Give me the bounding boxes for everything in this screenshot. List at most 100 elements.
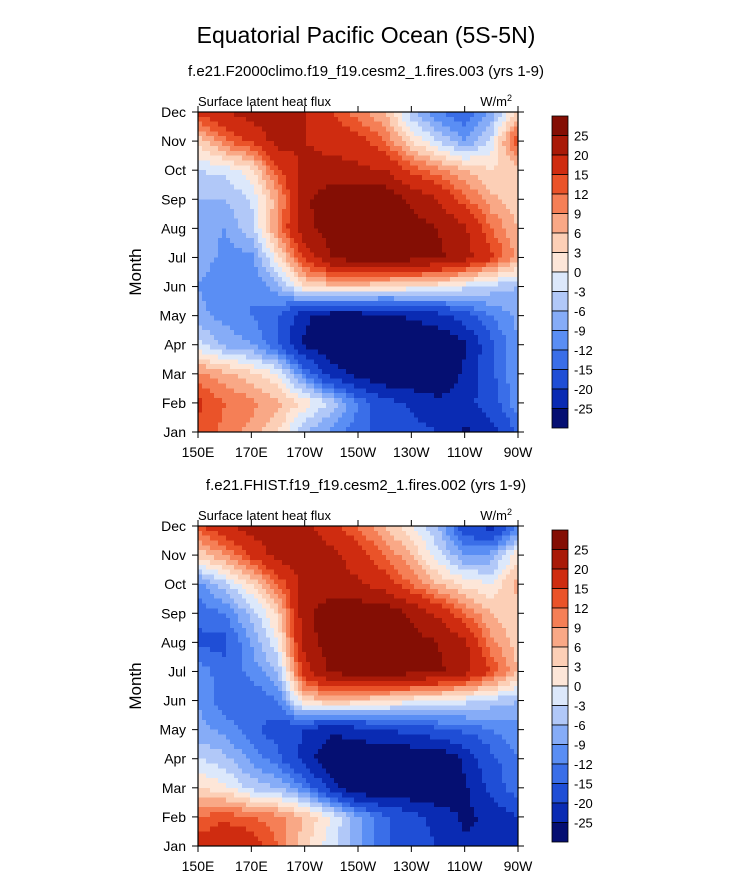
heatmap-cell <box>218 301 223 307</box>
heatmap-cell <box>366 170 371 176</box>
heatmap-cell <box>398 378 403 385</box>
heatmap-cell <box>426 228 431 234</box>
heatmap-cell <box>246 179 251 186</box>
heatmap-cell <box>346 121 351 128</box>
heatmap-cell <box>490 179 495 186</box>
heatmap-cell <box>314 204 319 210</box>
heatmap-cell <box>326 213 331 220</box>
heatmap-cell <box>358 160 363 166</box>
heatmap-cell <box>202 301 207 307</box>
heatmap-cell <box>322 170 327 176</box>
heatmap-cell <box>486 383 491 389</box>
heatmap-cell <box>282 165 287 171</box>
heatmap-cell <box>506 204 511 210</box>
heatmap-cell <box>214 330 219 336</box>
heatmap-cell <box>358 359 363 365</box>
heatmap-cell <box>390 165 395 171</box>
heatmap-cell <box>266 378 271 385</box>
heatmap-cell <box>370 364 375 370</box>
heatmap-cell <box>310 368 315 375</box>
heatmap-cell <box>462 305 467 312</box>
heatmap-cell <box>374 204 379 210</box>
heatmap-cell <box>206 393 211 399</box>
heatmap-cell <box>470 359 475 365</box>
heatmap-cell <box>358 373 363 380</box>
heatmap-cell <box>342 252 347 259</box>
heatmap-cell <box>490 112 495 118</box>
heatmap-cell <box>482 141 487 147</box>
heatmap-cell <box>262 305 267 312</box>
heatmap-cell <box>506 378 511 385</box>
heatmap-cell <box>510 126 515 132</box>
heatmap-cell <box>458 218 463 225</box>
heatmap-cell <box>366 126 371 132</box>
heatmap-cell <box>438 330 443 336</box>
heatmap-cell <box>490 175 495 181</box>
heatmap-cell <box>322 165 327 171</box>
heatmap-cell <box>250 325 255 331</box>
heatmap-cell <box>374 112 379 118</box>
heatmap-cell <box>214 276 219 283</box>
heatmap-cell <box>414 252 419 259</box>
heatmap-cell <box>350 359 355 365</box>
heatmap-cell <box>274 233 279 239</box>
heatmap-cell <box>214 315 219 322</box>
heatmap-cell <box>466 344 471 351</box>
heatmap-cell <box>446 136 451 142</box>
heatmap-cell <box>246 373 251 380</box>
heatmap-cell <box>362 218 367 225</box>
heatmap-cell <box>454 344 459 351</box>
heatmap-cell <box>374 354 379 360</box>
heatmap-cell <box>470 160 475 166</box>
heatmap-cell <box>390 359 395 365</box>
heatmap-cell <box>246 393 251 399</box>
heatmap-cell <box>242 160 247 166</box>
heatmap-cell <box>342 296 347 302</box>
heatmap-cell <box>422 175 427 181</box>
heatmap-cell <box>474 286 479 292</box>
heatmap-cell <box>490 204 495 210</box>
heatmap-cell <box>362 393 367 399</box>
heatmap-cell <box>250 330 255 336</box>
heatmap-cell <box>386 330 391 336</box>
heatmap-cell <box>498 170 503 176</box>
heatmap-cell <box>294 131 299 137</box>
heatmap-cell <box>298 189 303 196</box>
heatmap-cell <box>394 252 399 259</box>
heatmap-cell <box>398 121 403 128</box>
heatmap-cell <box>306 247 311 254</box>
heatmap-cell <box>426 364 431 370</box>
heatmap-cell <box>426 223 431 229</box>
heatmap-cell <box>510 398 515 404</box>
heatmap-cell <box>374 121 379 128</box>
heatmap-cell <box>294 383 299 389</box>
heatmap-cell <box>310 378 315 385</box>
heatmap-cell <box>426 359 431 365</box>
heatmap-cell <box>258 320 263 326</box>
heatmap-cell <box>310 170 315 176</box>
heatmap-cell <box>350 330 355 336</box>
heatmap-cell <box>334 388 339 394</box>
heatmap-cell <box>474 388 479 394</box>
heatmap-cell <box>254 179 259 186</box>
heatmap-cell <box>362 223 367 229</box>
heatmap-cell <box>442 325 447 331</box>
heatmap-cell <box>234 368 239 375</box>
heatmap-cell <box>354 233 359 239</box>
heatmap-cell <box>482 199 487 205</box>
heatmap-cell <box>410 150 415 157</box>
heatmap-cell <box>302 305 307 312</box>
heatmap-cell <box>442 136 447 142</box>
heatmap-cell <box>242 228 247 234</box>
heatmap-cell <box>202 354 207 360</box>
heatmap-cell <box>498 344 503 351</box>
heatmap-cell <box>346 242 351 249</box>
heatmap-cell <box>322 335 327 341</box>
heatmap-cell <box>226 388 231 394</box>
heatmap-cell <box>330 388 335 394</box>
heatmap-cell <box>438 189 443 196</box>
heatmap-cell <box>258 228 263 234</box>
heatmap-cell <box>210 398 215 404</box>
heatmap-cell <box>234 339 239 346</box>
heatmap-cell <box>422 402 427 409</box>
